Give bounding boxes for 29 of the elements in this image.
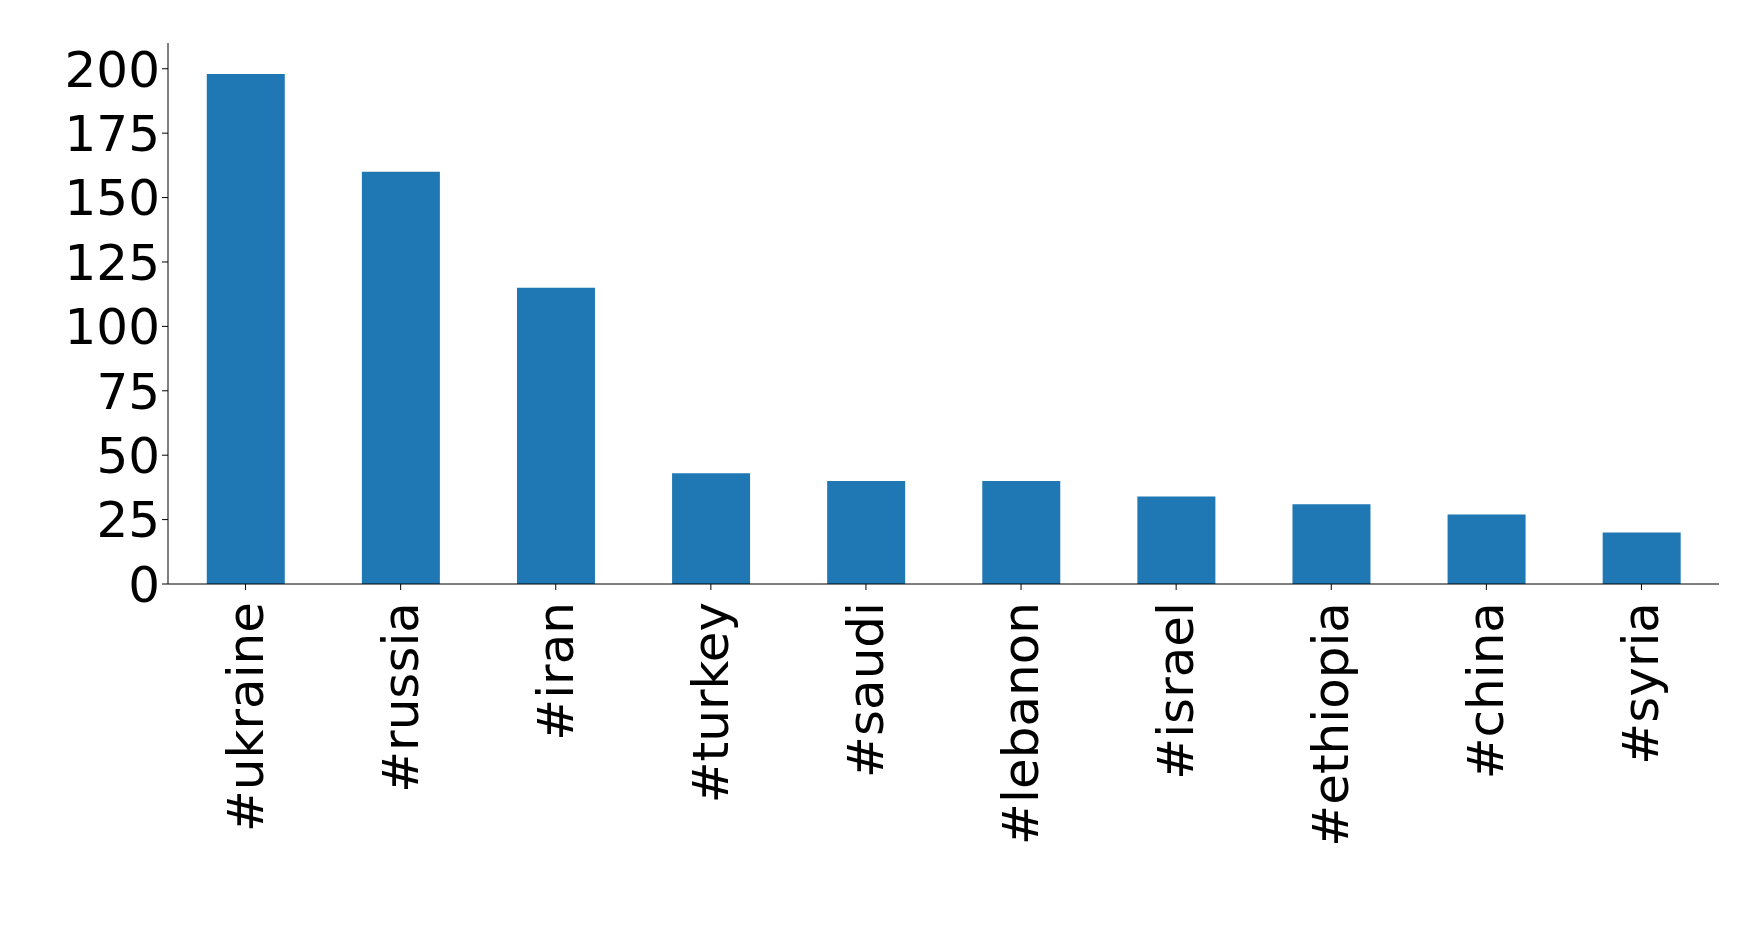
y-tick-label: 150 (64, 169, 160, 228)
bar (206, 73, 285, 584)
x-tick-label: #saudi (836, 602, 895, 778)
x-tick-label: #china (1457, 602, 1516, 780)
x-tick-label: #israel (1147, 602, 1206, 780)
bar (1602, 532, 1681, 584)
x-tick-label: #turkey (681, 602, 740, 804)
bar (1137, 496, 1216, 584)
bar (361, 171, 440, 584)
y-tick-label: 75 (96, 362, 160, 421)
y-tick-label: 25 (96, 491, 160, 550)
bar (516, 287, 595, 584)
x-tick-label: #ethiopia (1302, 602, 1361, 847)
x-tick-label: #syria (1612, 602, 1671, 765)
y-tick-label: 125 (64, 233, 160, 292)
bar (827, 480, 906, 584)
x-tick-label: #iran (526, 602, 585, 741)
y-tick-label: 0 (128, 555, 160, 614)
bar (1292, 504, 1371, 584)
y-tick-label: 50 (96, 426, 160, 485)
y-tick-label: 200 (64, 40, 160, 99)
x-tick-label: #lebanon (992, 602, 1051, 845)
x-tick-label: #ukraine (216, 602, 275, 833)
bar (982, 480, 1061, 584)
bar (1447, 514, 1526, 584)
x-tick-label: #russia (371, 602, 430, 793)
y-tick-label: 100 (64, 298, 160, 357)
bar (672, 473, 751, 584)
y-tick-label: 175 (64, 104, 160, 163)
